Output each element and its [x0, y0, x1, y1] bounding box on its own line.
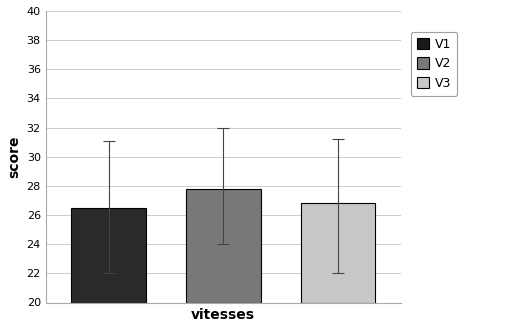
Legend: V1, V2, V3: V1, V2, V3: [411, 32, 457, 96]
Y-axis label: score: score: [7, 136, 21, 178]
X-axis label: vitesses: vitesses: [191, 308, 255, 322]
Bar: [186, 189, 261, 302]
Bar: [71, 208, 146, 302]
Bar: [301, 203, 375, 302]
